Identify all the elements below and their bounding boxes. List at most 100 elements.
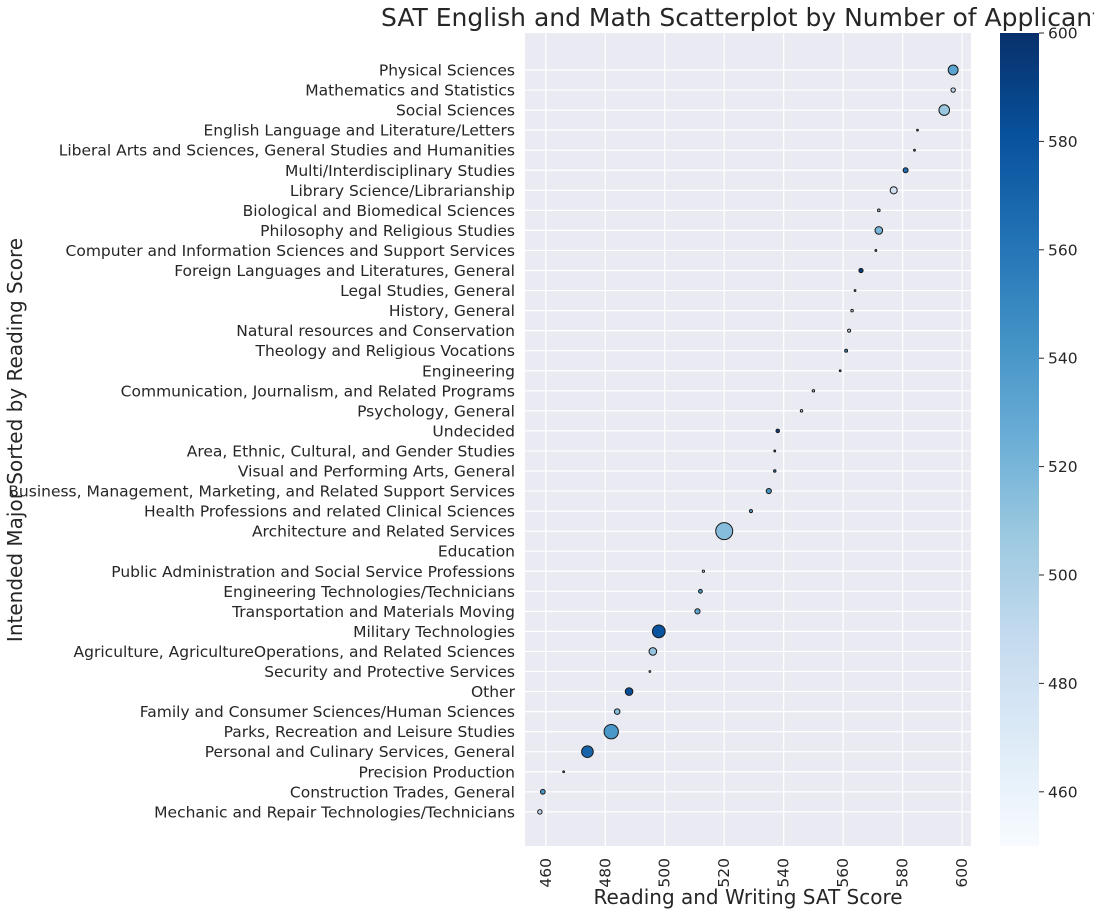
data-point xyxy=(603,723,619,740)
y-tick-label: Security and Protective Services xyxy=(264,663,515,681)
data-point xyxy=(648,670,652,673)
data-point xyxy=(773,449,777,453)
y-tick-label: Foreign Languages and Literatures, Gener… xyxy=(174,262,515,280)
y-tick-label: Military Technologies xyxy=(353,623,515,641)
data-point xyxy=(844,348,849,353)
data-point xyxy=(874,249,878,252)
data-point xyxy=(902,167,909,174)
y-tick-label: Construction Trades, General xyxy=(290,783,515,801)
data-point xyxy=(613,708,621,715)
data-point xyxy=(775,428,781,434)
x-tick-label: 520 xyxy=(715,858,733,888)
y-tick-label: Area, Ethnic, Cultural, and Gender Studi… xyxy=(187,442,515,460)
colorbar-tick-label: 460 xyxy=(1048,783,1078,801)
x-tick-label: 460 xyxy=(537,858,555,888)
y-tick-label: Precision Production xyxy=(358,763,515,781)
colorbar xyxy=(1000,33,1039,846)
y-axis-label: Intended Major Sorted by Reading Score xyxy=(3,238,27,642)
data-point xyxy=(799,409,804,413)
data-point xyxy=(947,64,959,76)
y-tick-label: Engineering Technologies/Technicians xyxy=(223,583,515,601)
y-tick-label: Visual and Performing Arts, General xyxy=(238,463,515,481)
data-point xyxy=(765,487,772,495)
data-point xyxy=(916,128,919,132)
x-axis-label: Reading and Writing SAT Score xyxy=(593,885,902,909)
plot-area xyxy=(525,33,971,846)
colorbar-tick-label: 540 xyxy=(1048,350,1078,368)
y-tick-label: Philosophy and Religious Studies xyxy=(260,222,515,240)
data-point xyxy=(938,104,951,116)
data-point xyxy=(539,788,546,795)
y-tick-label: Psychology, General xyxy=(357,402,515,420)
data-point xyxy=(858,267,864,274)
data-point xyxy=(913,148,916,152)
y-tick-label: Library Science/Librarianship xyxy=(290,182,515,200)
y-tick-label: Liberal Arts and Sciences, General Studi… xyxy=(59,142,515,160)
data-point xyxy=(853,289,857,292)
data-point xyxy=(838,369,842,373)
y-tick-label: Mathematics and Statistics xyxy=(305,82,515,100)
data-point xyxy=(698,588,703,594)
y-tick-label: History, General xyxy=(389,302,515,320)
x-tick-label: 600 xyxy=(953,858,971,888)
data-point xyxy=(748,509,754,514)
y-tick-label: English Language and Literature/Letters xyxy=(203,122,515,140)
colorbar-tick-label: 500 xyxy=(1048,567,1078,585)
colorbar-tick-label: 560 xyxy=(1048,241,1078,259)
y-tick-label: Other xyxy=(471,683,516,701)
y-tick-label: Natural resources and Conservation xyxy=(236,322,515,340)
y-tick-label: Multi/Interdisciplinary Studies xyxy=(285,162,515,180)
data-point xyxy=(877,208,881,213)
y-tick-label: Parks, Recreation and Leisure Studies xyxy=(224,723,515,741)
y-tick-label: Education xyxy=(438,543,515,561)
y-tick-label: Mechanic and Repair Technologies/Technic… xyxy=(154,803,515,821)
y-tick-label: Computer and Information Sciences and Su… xyxy=(66,242,515,260)
x-tick-label: 580 xyxy=(894,858,912,888)
colorbar-tick-label: 580 xyxy=(1048,133,1078,151)
x-tick-label: 560 xyxy=(834,858,852,888)
data-point xyxy=(847,328,852,333)
y-tick-label: Transportation and Materials Moving xyxy=(231,603,515,621)
colorbar-tick-label: 600 xyxy=(1048,25,1078,43)
colorbar-tick-label: 480 xyxy=(1048,675,1078,693)
data-point xyxy=(773,469,777,473)
y-tick-label: Personal and Culinary Services, General xyxy=(205,743,515,761)
colorbar-tick-labels: 460 480 500 520 540 560 580 600 xyxy=(1039,25,1078,801)
x-tick-labels: 460 480 500 520 540 560 580 600 xyxy=(537,858,971,888)
data-point xyxy=(537,809,543,815)
data-point xyxy=(701,569,706,573)
data-point xyxy=(581,745,594,759)
y-tick-label: Health Professions and related Clinical … xyxy=(144,503,515,521)
colorbar-tick-label: 520 xyxy=(1048,458,1078,476)
y-tick-label: Theology and Religious Vocations xyxy=(255,342,515,360)
data-point xyxy=(950,87,956,93)
y-tick-label: Communication, Journalism, and Related P… xyxy=(121,382,515,400)
data-point xyxy=(648,647,658,656)
y-tick-label: Business, Management, Marketing, and Rel… xyxy=(8,483,515,501)
data-points xyxy=(537,64,959,815)
x-tick-label: 540 xyxy=(775,858,793,888)
grid-lines xyxy=(525,33,971,846)
y-tick-label: Biological and Biomedical Sciences xyxy=(243,202,515,220)
chart-title: SAT English and Math Scatterplot by Numb… xyxy=(381,3,1094,32)
data-point xyxy=(624,687,634,696)
y-tick-label: Agriculture, AgricultureOperations, and … xyxy=(74,643,515,661)
data-point xyxy=(694,608,701,615)
y-tick-label: Undecided xyxy=(432,422,515,440)
x-tick-label: 480 xyxy=(596,858,614,888)
y-tick-label: Physical Sciences xyxy=(379,62,515,80)
data-point xyxy=(811,389,816,393)
y-tick-label: Legal Studies, General xyxy=(340,282,515,300)
data-point xyxy=(562,770,566,774)
y-tick-label: Family and Consumer Sciences/Human Scien… xyxy=(140,703,515,721)
y-tick-label: Public Administration and Social Service… xyxy=(111,563,515,581)
data-point xyxy=(850,308,854,313)
data-point xyxy=(874,226,884,235)
y-tick-labels: Physical Sciences Mathematics and Statist… xyxy=(8,62,515,822)
y-tick-label: Architecture and Related Services xyxy=(252,523,515,541)
x-tick-label: 500 xyxy=(656,858,674,888)
data-point xyxy=(889,186,898,195)
data-point xyxy=(715,522,734,541)
y-tick-label: Social Sciences xyxy=(396,102,515,120)
